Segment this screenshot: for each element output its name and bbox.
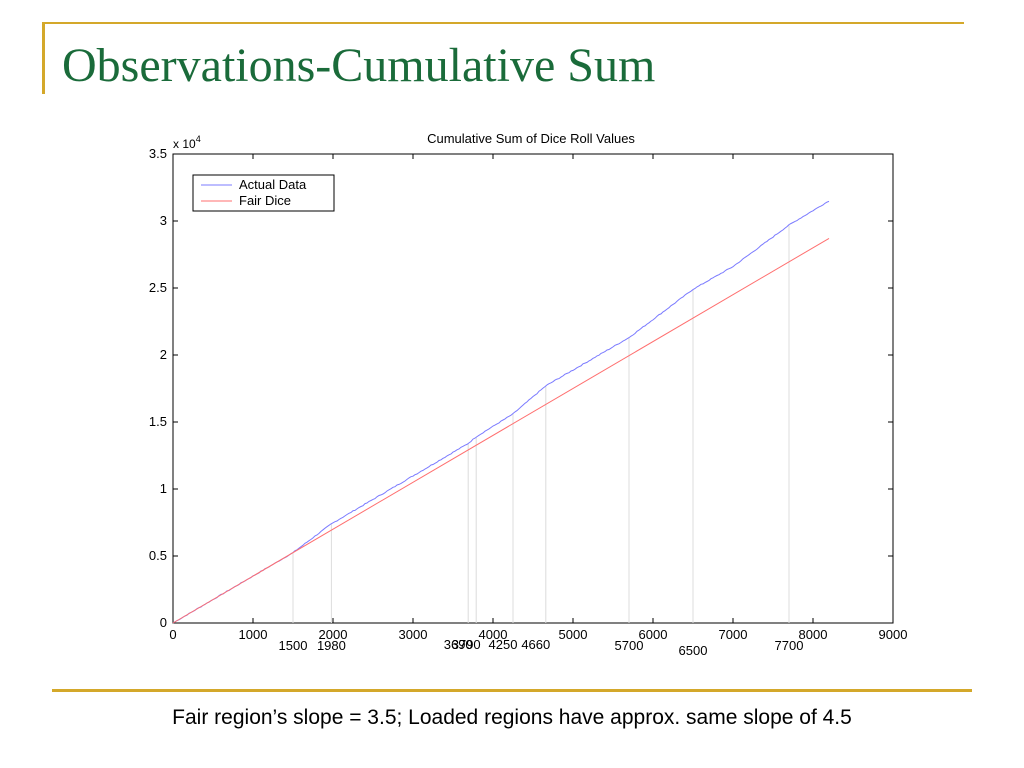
axis-ticks: 0 1000 2000 3000 4000 5000 6000 7000 8000 9000 0 0.…: [149, 146, 908, 642]
y-tick-label: 3: [160, 213, 167, 228]
slide-title: Observations-Cumulative Sum: [62, 39, 656, 92]
y-tick-label: 0: [160, 615, 167, 630]
x-tick-label: 5000: [559, 627, 588, 642]
region-boundary-label: 4250: [489, 637, 518, 652]
legend-fair-label: Fair Dice: [239, 193, 291, 208]
y-tick-label: 0.5: [149, 548, 167, 563]
region-boundary-label: 5700: [615, 638, 644, 653]
y-tick-label: 1: [160, 481, 167, 496]
x-tick-label: 4000: [479, 627, 508, 642]
title-accent-bar: [42, 22, 45, 94]
region-boundary-label: 3690: [444, 637, 473, 652]
region-boundary-label: 1500: [279, 638, 308, 653]
x-tick-label: 9000: [879, 627, 908, 642]
region-boundary-label: 6500: [679, 643, 708, 658]
x-tick-label: 2000: [319, 627, 348, 642]
chart-title: Cumulative Sum of Dice Roll Values: [427, 131, 635, 146]
y-tick-label: 1.5: [149, 414, 167, 429]
region-boundary-label: 4660: [521, 637, 550, 652]
y-tick-label: 3.5: [149, 146, 167, 161]
region-marker-lines: [292, 225, 790, 623]
x-tick-label: 6000: [639, 627, 668, 642]
x-tick-label: 0: [169, 627, 176, 642]
top-accent-line: [42, 22, 964, 24]
x-tick-label: 3000: [399, 627, 428, 642]
x-tick-label: 8000: [799, 627, 828, 642]
y-exponent-power: 4: [196, 134, 201, 144]
plot-area: [172, 153, 894, 624]
y-exponent-label: x 104: [173, 134, 201, 151]
slide-caption: Fair region’s slope = 3.5; Loaded region…: [172, 706, 852, 729]
y-tick-label: 2: [160, 347, 167, 362]
region-boundary-label: 3790: [452, 637, 481, 652]
legend-box: [192, 174, 335, 212]
x-tick-label: 7000: [719, 627, 748, 642]
legend: Actual Data Fair Dice: [192, 174, 335, 212]
region-boundary-label: 7700: [775, 638, 804, 653]
y-tick-label: 2.5: [149, 280, 167, 295]
series-fair-dice-line: [172, 237, 830, 624]
region-boundary-label: 1980: [317, 638, 346, 653]
bottom-accent-line: [52, 689, 972, 692]
cumulative-sum-chart: Cumulative Sum of Dice Roll Values x 104…: [149, 131, 908, 658]
series-layer: [172, 200, 830, 624]
y-exponent-base: x 10: [173, 137, 196, 151]
x-tick-label: 1000: [239, 627, 268, 642]
legend-actual-label: Actual Data: [239, 177, 307, 192]
